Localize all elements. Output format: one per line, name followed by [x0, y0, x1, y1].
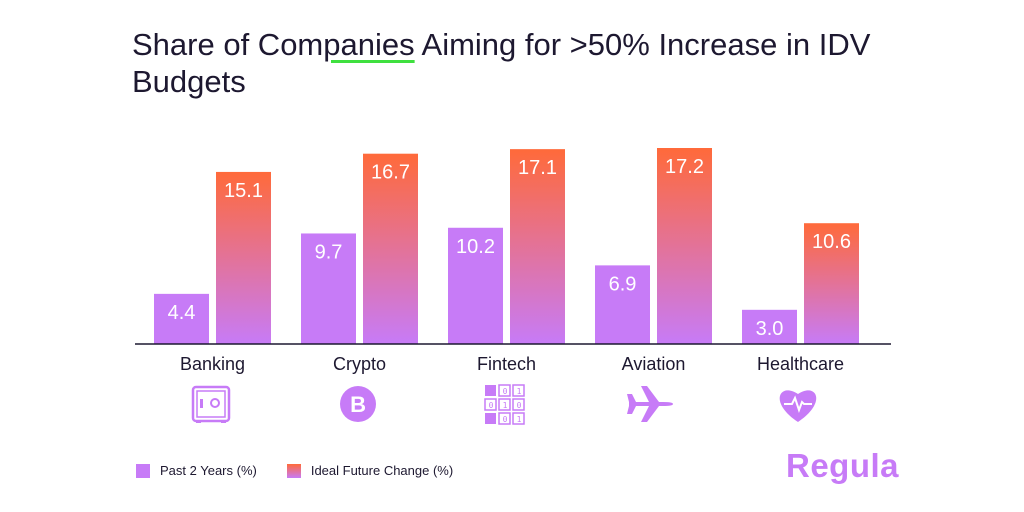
bar-label-future-banking: 15.1	[224, 180, 263, 202]
svg-text:1: 1	[517, 415, 522, 424]
title-highlight: panies	[323, 27, 415, 62]
bar-future-crypto	[363, 153, 418, 344]
bitcoin-icon: B	[340, 386, 376, 422]
chart-title: Share of Companies Aiming for >50% Incre…	[132, 26, 892, 100]
bar-past-aviation	[595, 265, 650, 344]
bar-label-future-crypto: 16.7	[371, 162, 410, 184]
bar-label-future-fintech: 17.1	[518, 157, 557, 179]
svg-text:0: 0	[489, 401, 494, 410]
bar-future-healthcare	[804, 223, 859, 344]
bar-label-past-crypto: 9.7	[315, 241, 343, 263]
svg-text:0: 0	[517, 401, 522, 410]
bar-past-banking	[154, 293, 209, 344]
legend-item-past: Past 2 Years (%)	[136, 463, 257, 478]
airplane-icon	[627, 386, 673, 422]
category-label-crypto: Crypto	[333, 354, 386, 374]
legend-label-past: Past 2 Years (%)	[160, 463, 257, 478]
category-label-banking: Banking	[180, 354, 245, 374]
bar-label-past-banking: 4.4	[168, 302, 196, 324]
title-part-1: Share of Com	[132, 27, 324, 62]
safe-icon	[191, 385, 231, 423]
bar-past-healthcare	[742, 309, 797, 344]
legend-label-future: Ideal Future Change (%)	[310, 463, 454, 478]
bar-label-past-fintech: 10.2	[456, 236, 495, 258]
svg-text:0: 0	[503, 387, 508, 396]
legend-item-future: Ideal Future Change (%)	[286, 463, 454, 478]
legend: Past 2 Years (%) Ideal Future Change (%)	[136, 463, 483, 478]
svg-text:1: 1	[503, 401, 508, 410]
svg-text:1: 1	[517, 387, 522, 396]
heart-pulse-icon	[779, 390, 817, 422]
bar-label-future-healthcare: 10.6	[812, 231, 851, 253]
title-part-3: Aiming for >50% Increase in IDV Budgets	[132, 27, 871, 99]
category-label-healthcare: Healthcare	[757, 354, 844, 374]
category-label-fintech: Fintech	[477, 354, 536, 374]
category-label-aviation: Aviation	[622, 354, 686, 374]
regula-logo: Regula	[786, 447, 900, 484]
bar-future-banking	[216, 171, 271, 344]
legend-swatch-future	[286, 463, 301, 478]
bar-label-past-aviation: 6.9	[609, 273, 637, 295]
bar-label-past-healthcare: 3.0	[756, 318, 784, 340]
bar-past-crypto	[301, 233, 356, 344]
bar-future-fintech	[510, 149, 565, 344]
bar-future-aviation	[657, 148, 712, 344]
bar-label-future-aviation: 17.2	[665, 156, 704, 178]
bar-past-fintech	[448, 227, 503, 344]
legend-swatch-past	[136, 463, 150, 478]
svg-text:B: B	[350, 392, 366, 417]
svg-text:0: 0	[503, 415, 508, 424]
